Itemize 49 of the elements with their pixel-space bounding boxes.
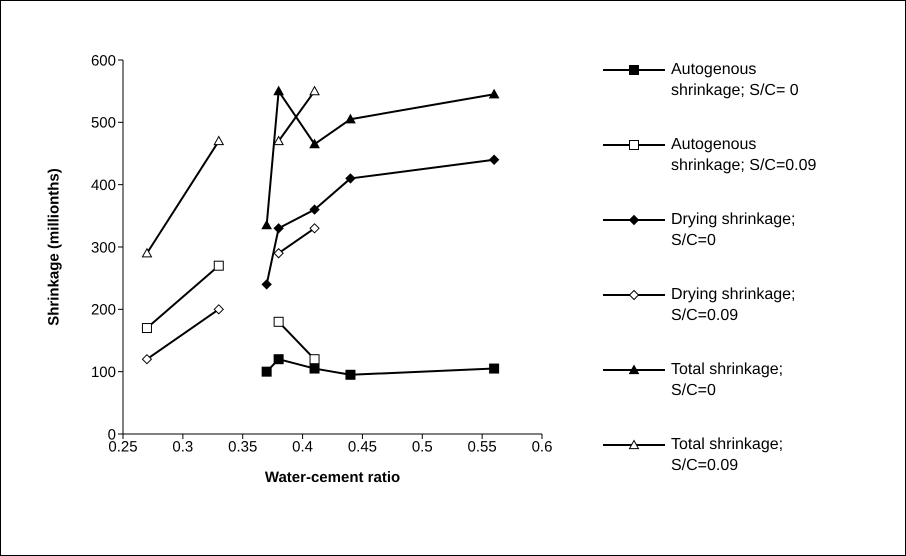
point: [274, 316, 284, 327]
x-tick-label: 0.45: [348, 438, 378, 456]
x-axis-title: Water-cement ratio: [264, 469, 400, 486]
x-tick-label: 0.55: [468, 438, 497, 456]
point: [142, 354, 152, 364]
point: [262, 220, 272, 230]
x-tick-label: 0.6: [532, 438, 552, 456]
y-tick-label: 600: [90, 52, 116, 70]
point: [310, 223, 320, 234]
point: [310, 86, 320, 96]
point: [489, 154, 500, 165]
point: [345, 173, 356, 184]
point: [142, 248, 152, 258]
point: [310, 354, 320, 364]
y-axis-title: Shrinkage (millionths): [45, 168, 62, 326]
legend-label: Drying shrinkage; S/C=0.09: [671, 285, 796, 326]
legend-label: Autogenous shrinkage; S/C=0.09: [671, 135, 818, 176]
point: [274, 223, 284, 234]
point: [214, 260, 224, 271]
point: [274, 136, 284, 146]
legend-label: Autogenous shrinkage; S/C= 0: [671, 60, 800, 101]
point: [142, 323, 152, 334]
point: [262, 366, 272, 377]
point: [274, 248, 284, 258]
y-tick-label: 100: [90, 364, 116, 381]
legend-label: Drying shrinkage; S/C=0: [671, 210, 796, 251]
legend-label: Total shrinkage; S/C=0: [671, 360, 784, 401]
x-tick-label: 0.3: [172, 438, 194, 456]
x-tick-label: 0.4: [292, 438, 313, 456]
point: [345, 370, 356, 380]
point: [214, 304, 224, 314]
point: [214, 136, 224, 146]
y-tick-label: 200: [90, 302, 116, 319]
y-tick-label: 500: [90, 114, 116, 132]
legend-label: Total shrinkage; S/C=0.09: [671, 435, 784, 476]
point: [274, 354, 284, 364]
point: [310, 364, 320, 374]
point: [262, 279, 272, 290]
x-tick-label: 0.5: [412, 438, 433, 456]
point: [489, 89, 500, 98]
x-tick-label: 0.25: [108, 438, 138, 456]
x-tick-label: 0.35: [228, 438, 258, 456]
y-tick-label: 400: [90, 176, 116, 194]
point: [489, 364, 500, 374]
point: [310, 204, 320, 215]
point: [345, 114, 356, 124]
y-tick-label: 300: [90, 239, 116, 256]
point: [274, 86, 284, 96]
point: [310, 139, 320, 148]
